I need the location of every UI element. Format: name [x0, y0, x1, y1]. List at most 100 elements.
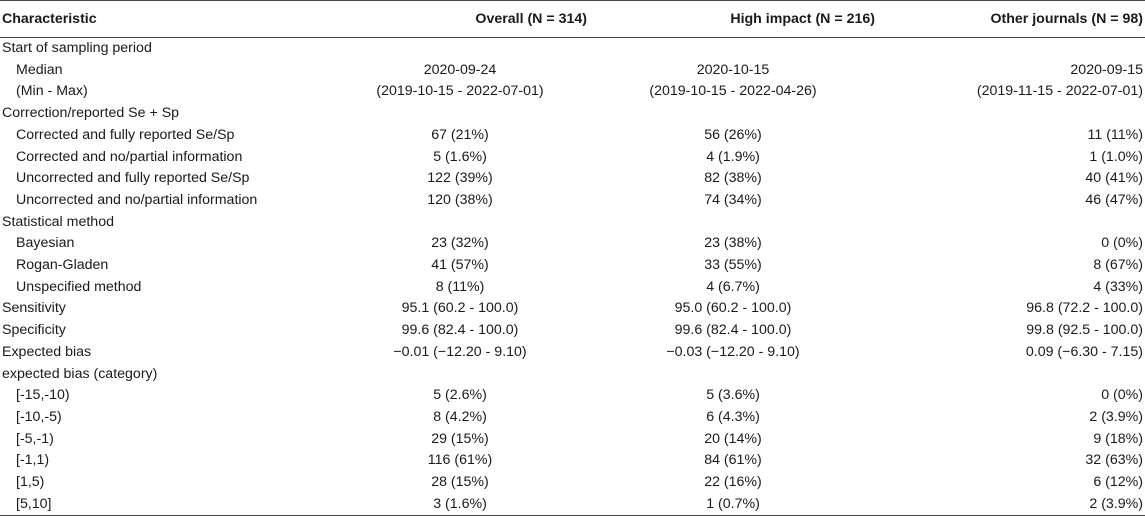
cell-high-impact: −0.03 (−12.20 - 9.10)	[666, 343, 800, 360]
cell-high-impact	[589, 212, 877, 234]
cell-overall: 116 (61%)	[427, 452, 493, 469]
cell-high-impact: 1 (0.7%)	[589, 493, 877, 517]
cell-other-journals: 96.8 (72.2 - 100.0)	[1026, 300, 1143, 317]
row-label: Bayesian	[16, 235, 75, 252]
cell-overall	[331, 38, 589, 60]
row-label: expected bias (category)	[2, 365, 158, 382]
cell-overall: 28 (15%)	[431, 474, 489, 491]
row-label: [-15,-10)	[16, 387, 70, 404]
cell-other-journals: 8 (67%)	[1093, 257, 1143, 274]
header-overall: Overall (N = 314)	[331, 0, 589, 38]
cell-overall: 5 (2.6%)	[433, 387, 487, 404]
row-label: Specificity	[2, 322, 66, 339]
table-row: [5,10] 3 (1.6%) 1 (0.7%) 2 (3.9%)	[0, 493, 1145, 517]
header-characteristic: Characteristic	[0, 0, 331, 38]
cell-other-journals: 1 (1.0%)	[1089, 148, 1143, 165]
table-body: Start of sampling period Median 2020-09-24…	[0, 38, 1145, 517]
row-label: Uncorrected and no/partial information	[16, 191, 258, 208]
header-high-impact: High impact (N = 216)	[589, 0, 877, 38]
cell-other-journals: 0.09 (−6.30 - 7.15)	[1025, 343, 1143, 360]
cell-overall: 122 (39%)	[427, 170, 493, 187]
header-row: Characteristic Overall (N = 314) High im…	[0, 0, 1145, 38]
cell-overall: 29 (15%)	[431, 430, 489, 447]
table-row: Uncorrected and fully reported Se/Sp 122 …	[0, 168, 1145, 190]
cell-overall: (2019-10-15 - 2022-07-01)	[376, 83, 544, 100]
cell-other-journals	[877, 103, 1145, 125]
table-row: Statistical method	[0, 212, 1145, 234]
cell-other-journals	[877, 38, 1145, 60]
table-row: Specificity 99.6 (82.4 - 100.0) 99.6 (82.4…	[0, 320, 1145, 342]
cell-other-journals: (2019-11-15 - 2022-07-01)	[976, 83, 1143, 100]
cell-other-journals: 46 (47%)	[1085, 191, 1143, 208]
table-row: [-15,-10) 5 (2.6%) 5 (3.6%) 0 (0%)	[0, 385, 1145, 407]
cell-overall: 95.1 (60.2 - 100.0)	[401, 300, 519, 317]
cell-high-impact: 4 (6.7%)	[706, 278, 760, 295]
cell-high-impact: (2019-10-15 - 2022-04-26)	[649, 83, 817, 100]
cell-overall: 8 (4.2%)	[433, 408, 487, 425]
cell-overall: 67 (21%)	[431, 126, 489, 143]
row-label: [-10,-5)	[16, 408, 62, 425]
cell-other-journals: 11 (11%)	[1087, 126, 1143, 143]
row-label: [1,5)	[16, 474, 45, 491]
row-label: Correction/reported Se + Sp	[2, 105, 180, 122]
table-row: Median 2020-09-24 2020-10-15 2020-09-15	[0, 60, 1145, 82]
cell-other-journals: 4 (33%)	[1093, 278, 1143, 295]
row-label: Statistical method	[2, 213, 114, 230]
cell-other-journals: 40 (41%)	[1085, 170, 1143, 187]
row-label: (Min - Max)	[16, 83, 88, 100]
cell-overall	[331, 364, 589, 386]
table-row: [1,5) 28 (15%) 22 (16%) 6 (12%)	[0, 472, 1145, 494]
table-row: [-1,1) 116 (61%) 84 (61%) 32 (63%)	[0, 450, 1145, 472]
cell-other-journals: 99.8 (92.5 - 100.0)	[1026, 322, 1143, 339]
table-row: Sensitivity 95.1 (60.2 - 100.0) 95.0 (60.2…	[0, 298, 1145, 320]
table-row: expected bias (category)	[0, 364, 1145, 386]
cell-other-journals: 2020-09-15	[1070, 61, 1143, 78]
cell-overall: 120 (38%)	[427, 191, 493, 208]
header-other-journals: Other journals (N = 98)	[877, 0, 1145, 38]
cell-high-impact: 23 (38%)	[704, 235, 762, 252]
cell-other-journals: 32 (63%)	[1085, 452, 1143, 469]
cell-high-impact: 2020-10-15	[696, 61, 770, 78]
cell-high-impact: 95.0 (60.2 - 100.0)	[674, 300, 792, 317]
cell-high-impact: 6 (4.3%)	[706, 408, 760, 425]
cell-high-impact: 4 (1.9%)	[706, 148, 760, 165]
row-label: [-5,-1)	[16, 430, 54, 447]
row-label: Uncorrected and fully reported Se/Sp	[16, 170, 250, 187]
table-row: Correction/reported Se + Sp	[0, 103, 1145, 125]
cell-high-impact: 56 (26%)	[704, 126, 762, 143]
cell-high-impact: 99.6 (82.4 - 100.0)	[674, 322, 792, 339]
cell-high-impact: 33 (55%)	[704, 257, 762, 274]
cell-high-impact: 74 (34%)	[704, 191, 762, 208]
table-row: Bayesian 23 (32%) 23 (38%) 0 (0%)	[0, 233, 1145, 255]
cell-high-impact	[589, 364, 877, 386]
cell-other-journals: 0 (0%)	[1101, 235, 1143, 252]
table-row: Start of sampling period	[0, 38, 1145, 60]
characteristics-table: Characteristic Overall (N = 314) High im…	[0, 0, 1145, 517]
row-label: [5,10]	[0, 493, 331, 517]
table-row: Rogan-Gladen 41 (57%) 33 (55%) 8 (67%)	[0, 255, 1145, 277]
cell-high-impact: 84 (61%)	[704, 452, 762, 469]
cell-overall: 41 (57%)	[431, 257, 489, 274]
cell-other-journals	[877, 364, 1145, 386]
cell-overall: 8 (11%)	[435, 278, 485, 295]
cell-high-impact	[589, 103, 877, 125]
table-row: [-5,-1) 29 (15%) 20 (14%) 9 (18%)	[0, 429, 1145, 451]
table-row: Uncorrected and no/partial information 12…	[0, 190, 1145, 212]
table-row: Unspecified method 8 (11%) 4 (6.7%) 4 (33%)	[0, 277, 1145, 299]
cell-other-journals: 2 (3.9%)	[877, 493, 1145, 517]
row-label: [-1,1)	[16, 452, 50, 469]
cell-other-journals: 9 (18%)	[1093, 430, 1143, 447]
cell-other-journals: 6 (12%)	[1093, 474, 1143, 491]
cell-overall: 2020-09-24	[423, 61, 497, 78]
cell-high-impact: 82 (38%)	[704, 170, 762, 187]
row-label: Rogan-Gladen	[16, 257, 109, 274]
row-label: Corrected and no/partial information	[16, 148, 243, 165]
cell-overall: 23 (32%)	[431, 235, 489, 252]
cell-high-impact: 22 (16%)	[704, 474, 762, 491]
cell-high-impact: 5 (3.6%)	[706, 387, 760, 404]
row-label: Median	[16, 61, 63, 78]
row-label: Expected bias	[2, 343, 92, 360]
table-row: Corrected and fully reported Se/Sp 67 (21…	[0, 125, 1145, 147]
row-label: Unspecified method	[16, 278, 142, 295]
cell-high-impact: 20 (14%)	[704, 430, 762, 447]
